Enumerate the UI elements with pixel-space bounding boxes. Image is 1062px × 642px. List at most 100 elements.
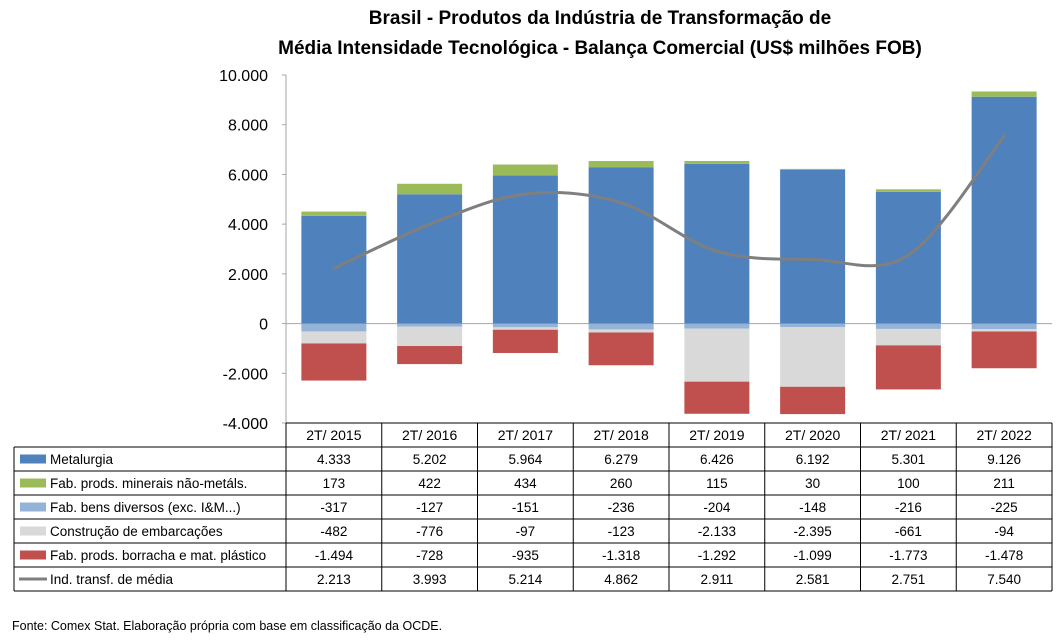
y-tick-label: -4.000: [223, 416, 268, 433]
bar: [397, 346, 463, 365]
bar: [397, 183, 463, 195]
bar: [875, 328, 941, 346]
data-label: -94: [994, 524, 1014, 539]
category-label: 2T/ 2021: [881, 427, 936, 443]
source-note: Fonte: Comex Stat. Elaboração própria co…: [12, 619, 442, 633]
bar: [492, 329, 558, 353]
data-label: 2.911: [700, 572, 733, 587]
data-label: -728: [416, 548, 443, 563]
bar: [971, 323, 1037, 330]
data-label: -2.133: [698, 524, 736, 539]
data-label: 4.862: [604, 572, 638, 587]
data-label: -1.292: [698, 548, 736, 563]
bar: [397, 194, 463, 324]
data-label: -1.494: [315, 548, 354, 563]
data-label: 6.279: [604, 452, 638, 467]
bar: [875, 345, 941, 390]
y-tick-label: 2.000: [228, 267, 268, 284]
category-label: 2T/ 2018: [593, 427, 648, 443]
data-label: -1.773: [889, 548, 927, 563]
category-label: 2T/ 2020: [785, 427, 840, 443]
y-tick-label: 6.000: [228, 167, 268, 184]
bar: [684, 163, 750, 324]
bar: [971, 91, 1037, 97]
bar: [971, 329, 1037, 332]
bar: [301, 343, 367, 381]
y-tick-label: 8.000: [228, 118, 268, 135]
data-label: 100: [897, 476, 920, 491]
data-label: -97: [516, 524, 536, 539]
chart-title-line2: Média Intensidade Tecnológica - Balança …: [278, 38, 922, 59]
bar: [588, 323, 654, 330]
data-label: -317: [320, 500, 347, 515]
data-label: -123: [608, 524, 635, 539]
data-label: -204: [703, 500, 731, 515]
bar: [588, 167, 654, 324]
bar: [492, 164, 558, 176]
bar: [588, 329, 654, 333]
data-label: 2.581: [796, 572, 830, 587]
category-label: 2T/ 2015: [306, 427, 361, 443]
category-label: 2T/ 2019: [689, 427, 744, 443]
legend-swatch: [20, 502, 46, 512]
bar: [492, 327, 558, 330]
y-tick-label: 4.000: [228, 217, 268, 234]
bar: [684, 328, 750, 382]
data-label: 7.540: [987, 572, 1021, 587]
bar: [301, 331, 367, 344]
data-label: 2.213: [317, 572, 351, 587]
series-line: [332, 134, 1006, 271]
data-label: 4.333: [317, 452, 351, 467]
data-label: 260: [610, 476, 633, 491]
data-label: 5.202: [413, 452, 447, 467]
data-label: 173: [323, 476, 346, 491]
line-series: [332, 134, 1006, 271]
data-label: 5.214: [508, 572, 542, 587]
bar: [971, 96, 1037, 324]
bar: [588, 161, 654, 168]
category-label: 2T/ 2022: [976, 427, 1031, 443]
data-label: -482: [320, 524, 347, 539]
bar: [780, 386, 846, 415]
bar: [875, 191, 941, 324]
y-tick-label: -2.000: [223, 366, 268, 383]
y-tick-label: 10.000: [219, 68, 268, 85]
series-label: Metalurgia: [50, 452, 114, 467]
bar: [684, 323, 750, 329]
bar: [875, 189, 941, 192]
data-label: 422: [418, 476, 441, 491]
data-label: 6.426: [700, 452, 734, 467]
bar: [684, 381, 750, 414]
legend-swatch: [20, 478, 46, 488]
data-label: -661: [895, 524, 922, 539]
data-label: -776: [416, 524, 443, 539]
bar: [588, 332, 654, 366]
data-label: -2.395: [793, 524, 831, 539]
bar: [684, 160, 750, 164]
bar: [492, 323, 558, 328]
data-label: 2.751: [891, 572, 925, 587]
data-label: -148: [799, 500, 826, 515]
data-label: -1.478: [985, 548, 1023, 563]
data-label: 434: [514, 476, 537, 491]
data-label: -225: [991, 500, 1018, 515]
bar: [971, 331, 1037, 369]
legend-swatch: [20, 454, 46, 464]
bar: [780, 169, 846, 324]
bar-marks: [301, 91, 1037, 415]
series-label: Fab. prods. borracha e mat. plástico: [50, 548, 266, 563]
bar: [780, 323, 846, 328]
legend-swatch: [20, 550, 46, 560]
series-label: Ind. transf. de média: [50, 572, 174, 587]
bar: [301, 211, 367, 216]
series-label: Fab. prods. minerais não-metáls.: [50, 476, 247, 491]
data-label: -1.099: [793, 548, 831, 563]
data-label: 6.192: [796, 452, 830, 467]
legend-swatch: [20, 526, 46, 536]
data-label: 30: [805, 476, 820, 491]
bar: [397, 326, 463, 347]
chart-title-line1: Brasil - Produtos da Indústria de Transf…: [369, 8, 831, 29]
bar: [492, 175, 558, 324]
